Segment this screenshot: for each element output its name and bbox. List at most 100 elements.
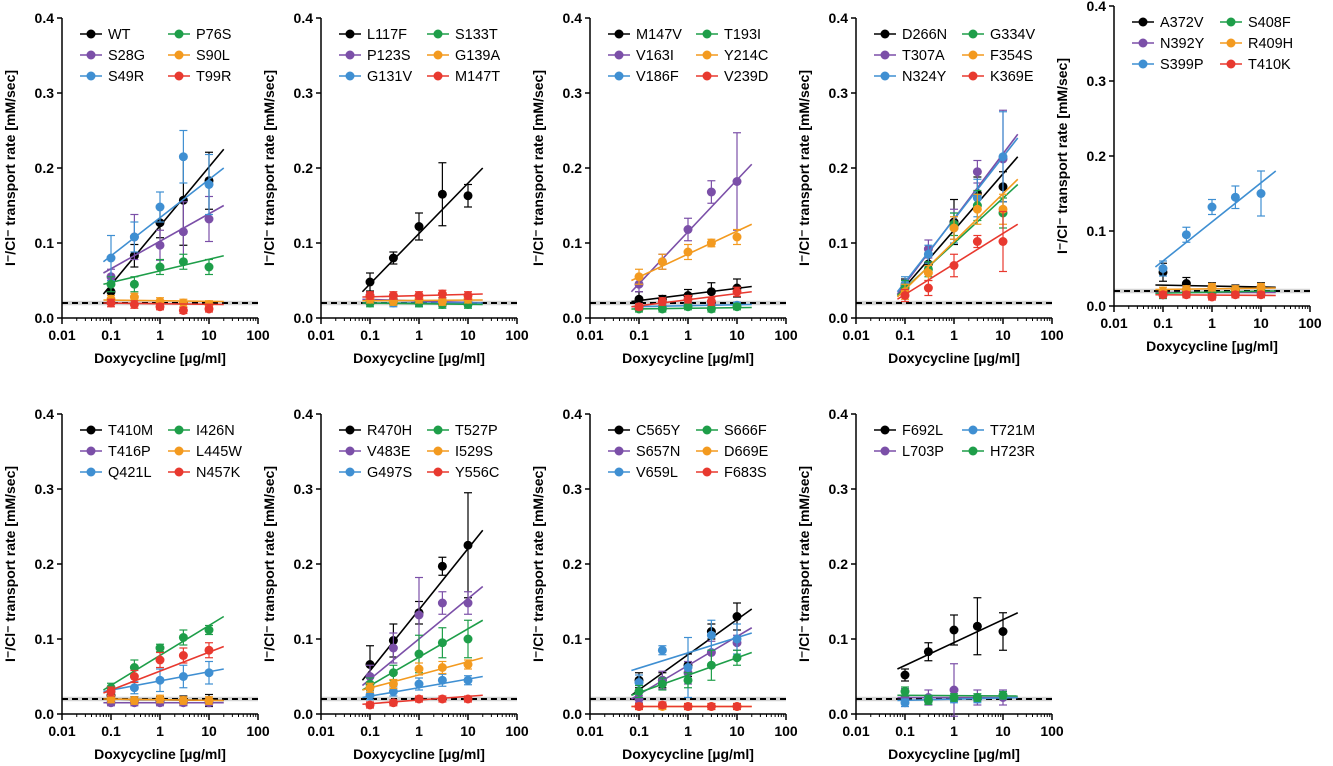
legend-marker xyxy=(433,467,443,477)
legend-marker xyxy=(1138,17,1148,27)
legend: F692L L703P T721M H723R xyxy=(874,423,1035,460)
data-point xyxy=(1158,264,1168,273)
data-point xyxy=(949,625,959,635)
data-point xyxy=(178,298,188,308)
y-tick-label: 0.3 xyxy=(829,481,849,497)
data-point xyxy=(414,649,424,659)
legend-label: S657N xyxy=(636,444,680,460)
data-point xyxy=(732,653,742,663)
y-tick-label: 0.0 xyxy=(563,310,583,326)
legend-label: Q421L xyxy=(108,465,152,481)
x-tick-label: 10 xyxy=(460,327,476,343)
legend-marker xyxy=(614,71,624,81)
data-point xyxy=(998,627,1008,636)
data-point xyxy=(972,693,982,702)
data-point xyxy=(414,610,424,620)
data-point xyxy=(129,232,139,242)
legend-marker xyxy=(174,425,184,435)
y-axis-title: I⁻/Cl⁻ transport rate [mM/sec] xyxy=(530,466,546,662)
series-l117f xyxy=(361,162,484,293)
data-point xyxy=(129,672,139,681)
data-point xyxy=(998,152,1008,162)
x-tick-label: 100 xyxy=(1040,723,1064,739)
data-point xyxy=(365,660,375,669)
y-tick-label: 0.0 xyxy=(829,706,849,722)
x-tick-label: 10 xyxy=(1253,315,1269,331)
y-tick-label: 0.3 xyxy=(829,85,849,101)
data-point xyxy=(657,297,667,306)
data-point xyxy=(388,291,398,300)
data-point xyxy=(657,257,667,267)
data-point xyxy=(106,298,116,308)
x-tick-label: 0.1 xyxy=(360,723,380,739)
y-tick-label: 0.0 xyxy=(294,706,314,722)
legend-label: I529S xyxy=(455,444,493,460)
legend-marker xyxy=(86,446,96,456)
data-point xyxy=(972,204,982,214)
series-f692l xyxy=(897,597,1019,682)
legend-label: V483E xyxy=(367,444,411,460)
y-tick-label: 0.4 xyxy=(35,10,55,26)
x-tick-label: 100 xyxy=(1298,315,1322,331)
legend-label: D669E xyxy=(724,444,769,460)
x-axis-title: Doxycycline [µg/ml] xyxy=(1146,338,1278,354)
legend: A372V N392Y S399P S408F R409H T410K xyxy=(1132,15,1293,73)
legend-label: S666F xyxy=(724,423,767,439)
data-point xyxy=(178,306,188,315)
data-point xyxy=(155,218,165,228)
legend-marker xyxy=(345,446,355,456)
data-point xyxy=(1207,292,1217,302)
legend: D266N T307A N324Y G334V F354S K369E xyxy=(874,27,1035,85)
legend-marker xyxy=(86,467,96,477)
y-tick-label: 0.2 xyxy=(35,160,55,176)
x-tick-label: 100 xyxy=(774,723,798,739)
x-axis-title: Doxycycline [µg/ml] xyxy=(622,350,754,366)
fit-line xyxy=(362,656,483,691)
legend-label: S399P xyxy=(1160,57,1204,73)
data-point xyxy=(972,167,982,177)
series-v483e xyxy=(361,576,484,689)
data-point xyxy=(949,693,959,702)
x-tick-label: 1 xyxy=(156,327,164,343)
legend-marker xyxy=(174,446,184,456)
data-point xyxy=(414,694,424,704)
legend-label: S408F xyxy=(1248,15,1291,31)
y-tick-label: 0.2 xyxy=(829,556,849,572)
x-tick-label: 10 xyxy=(201,327,217,343)
x-tick-label: 10 xyxy=(995,327,1011,343)
data-point xyxy=(365,683,375,693)
legend: M147V V163I V186F T193I Y214C V239D xyxy=(608,27,768,85)
x-axis-title: Doxycycline [µg/ml] xyxy=(888,746,1020,762)
data-point xyxy=(657,304,667,314)
data-point xyxy=(129,663,139,672)
legend-label: T193I xyxy=(724,27,761,43)
data-point xyxy=(732,177,742,186)
y-tick-label: 0.0 xyxy=(35,706,55,722)
legend-marker xyxy=(1226,59,1236,69)
y-tick-label: 0.4 xyxy=(35,406,55,422)
fit-line xyxy=(103,645,225,694)
legend-marker xyxy=(174,50,184,60)
fit-line xyxy=(361,529,484,681)
x-tick-label: 100 xyxy=(774,327,798,343)
data-point xyxy=(414,222,424,231)
series-s28g xyxy=(103,195,225,285)
x-tick-label: 100 xyxy=(246,327,270,343)
legend-marker xyxy=(614,425,624,435)
data-point xyxy=(437,189,447,199)
legend-marker xyxy=(174,467,184,477)
y-tick-label: 0.1 xyxy=(35,235,55,251)
data-point xyxy=(900,291,910,300)
data-point xyxy=(106,687,116,696)
y-tick-label: 0.4 xyxy=(563,406,583,422)
baseline-band xyxy=(590,696,786,702)
data-point xyxy=(437,297,447,306)
y-tick-label: 0.2 xyxy=(1087,148,1107,164)
data-point xyxy=(1207,202,1217,212)
legend-marker xyxy=(968,71,978,81)
legend-label: N457K xyxy=(196,465,241,481)
series-l703p xyxy=(897,663,1018,717)
y-tick-label: 0.3 xyxy=(294,481,314,497)
data-point xyxy=(388,643,398,653)
